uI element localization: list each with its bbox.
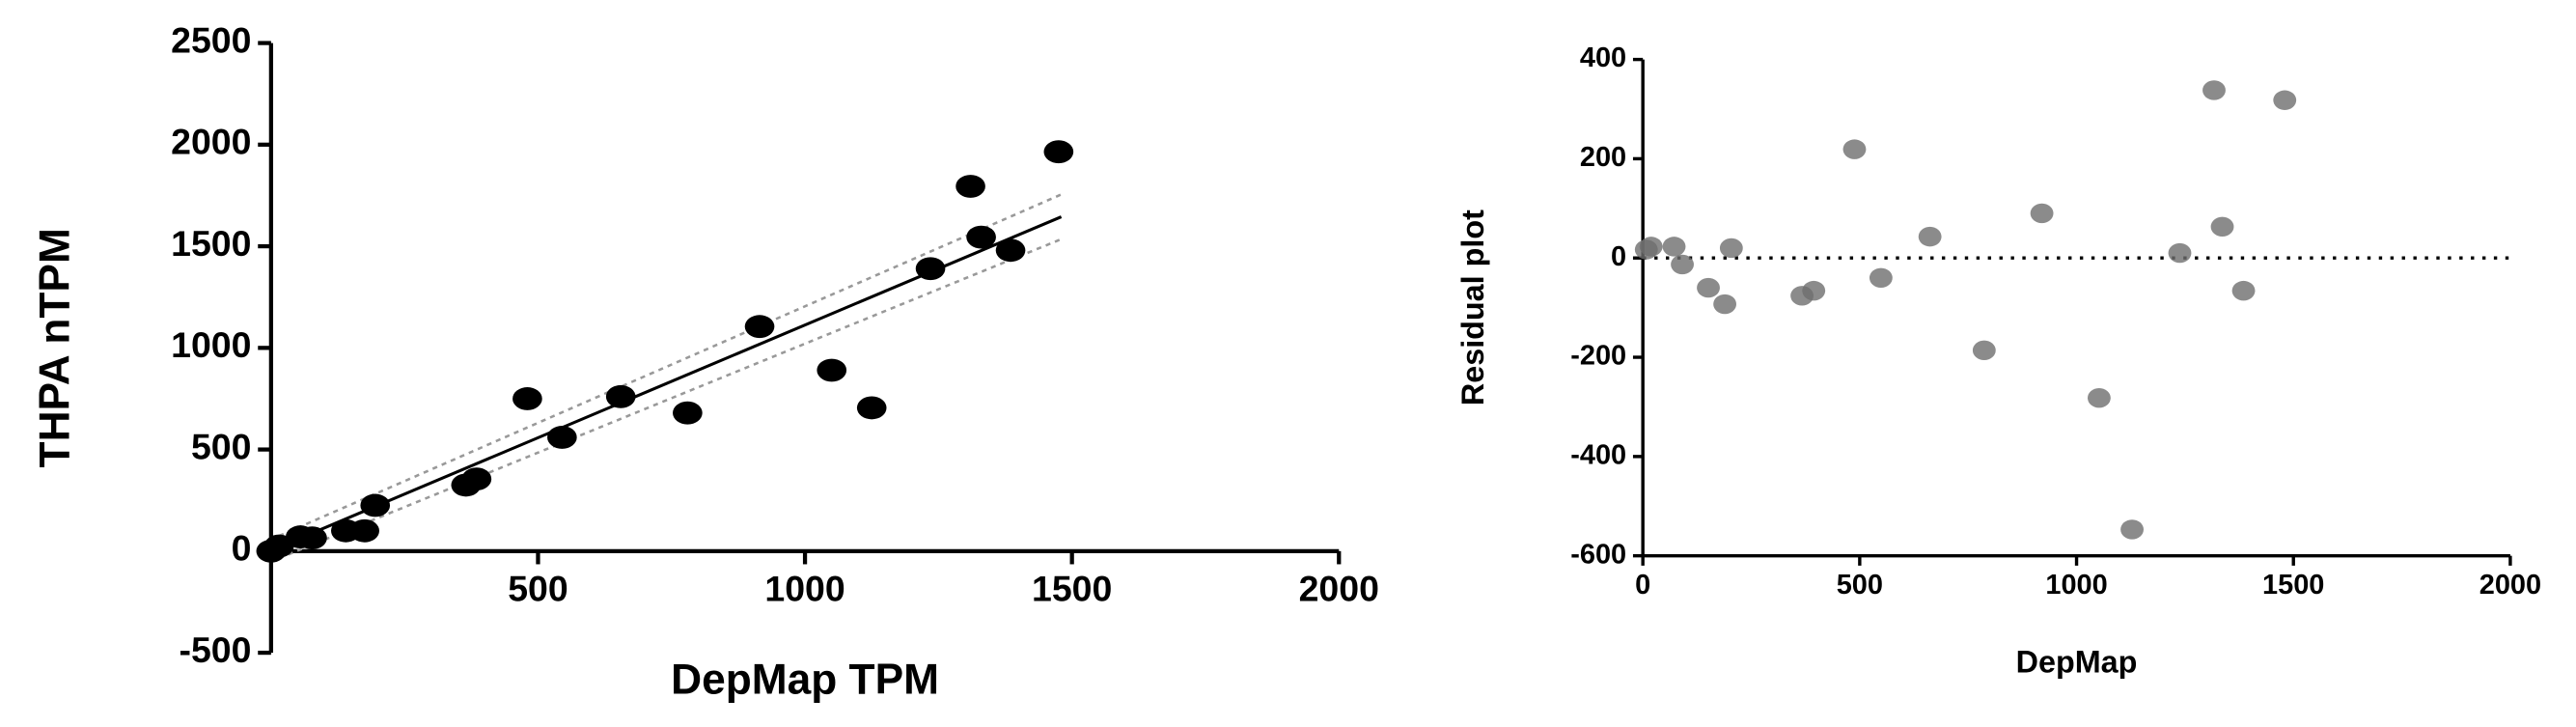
x-tick-label: 500 [1837,570,1883,601]
x-tick-label: 2000 [1299,568,1379,608]
x-axis-title: DepMap [2016,645,2138,680]
point [2030,203,2054,224]
point [2273,90,2297,110]
point [512,387,542,410]
point [349,518,379,543]
x-axis-title: DepMap TPM [671,656,939,703]
y-tick-label: 2500 [171,19,251,60]
y-tick-label: 500 [191,426,251,466]
confidence-band [278,193,1063,538]
point [673,401,703,425]
point [1671,254,1694,275]
point [1918,226,1942,247]
x-tick-label: 2000 [2479,570,2541,601]
y-tick-label: 200 [1580,142,1626,173]
point [1802,280,1826,301]
y-axis-title: THPA nTPM [31,228,78,467]
point [1639,237,1663,257]
y-tick-label: 0 [232,528,252,569]
y-tick-label: 1000 [171,324,251,365]
point [817,358,847,382]
point [915,257,946,281]
x-tick-label: 0 [1635,570,1650,601]
point [547,426,577,449]
y-tick-label: 0 [1611,241,1626,272]
point [956,175,985,198]
point [2168,242,2192,264]
point [1662,237,1686,257]
point [461,467,492,491]
confidence-band [278,238,1063,560]
point [2087,387,2111,408]
point [1842,139,1867,159]
point [1869,267,1893,288]
point [360,493,391,517]
x-tick-label: 1500 [2262,570,2324,601]
point [1043,140,1074,164]
x-tick-label: 1000 [764,568,845,608]
y-tick-label: 1500 [171,223,251,264]
y-tick-label: -600 [1570,539,1626,570]
y-tick-label: -200 [1570,341,1626,372]
point [2210,216,2234,238]
point [2231,280,2256,301]
y-axis-title: Residual plot [1455,210,1490,405]
point [605,384,636,408]
point [995,238,1026,263]
point [2202,80,2226,100]
y-tick-label: -500 [179,629,251,670]
point [297,526,327,550]
point [1719,238,1743,259]
point [2120,519,2144,540]
x-tick-label: 1500 [1032,568,1112,608]
point [744,315,775,339]
point [856,396,887,420]
point [1713,294,1737,315]
y-tick-label: 2000 [171,122,251,162]
y-tick-label: -400 [1570,439,1626,470]
y-tick-label: 400 [1580,42,1626,73]
point [1697,277,1720,298]
point [1972,340,1996,361]
x-tick-label: 1000 [2045,570,2107,601]
point [966,225,996,249]
x-tick-label: 500 [508,568,568,608]
